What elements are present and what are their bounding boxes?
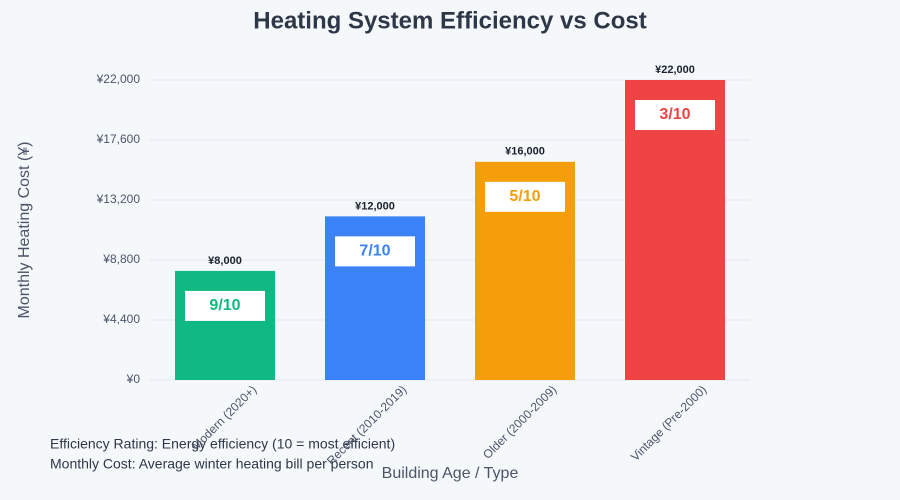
- y-tick-label: ¥17,600: [96, 132, 141, 146]
- y-tick-label: ¥22,000: [96, 72, 141, 86]
- bar: [175, 270, 275, 380]
- efficiency-badge: [185, 290, 265, 321]
- y-axis-title: Monthly Heating Cost (¥): [16, 142, 33, 319]
- efficiency-label: 7/10: [359, 243, 390, 260]
- efficiency-label: 3/10: [659, 106, 690, 123]
- x-axis-title: Building Age / Type: [382, 465, 519, 482]
- efficiency-label: 9/10: [209, 297, 240, 314]
- efficiency-label: 5/10: [509, 188, 540, 205]
- note: Monthly Cost: Average winter heating bil…: [50, 456, 373, 472]
- value-label: ¥8,000: [208, 255, 242, 267]
- y-tick-label: ¥0: [126, 372, 141, 386]
- chart-title: Heating System Efficiency vs Cost: [253, 7, 646, 34]
- value-label: ¥22,000: [655, 64, 695, 76]
- value-label: ¥12,000: [355, 200, 395, 212]
- efficiency-badge: [485, 181, 565, 212]
- value-label: ¥16,000: [505, 146, 545, 158]
- y-tick-label: ¥13,200: [96, 192, 141, 206]
- efficiency-badge: [335, 236, 415, 267]
- efficiency-badge: [635, 100, 715, 130]
- note: Efficiency Rating: Energy efficiency (10…: [50, 436, 395, 452]
- y-tick-label: ¥4,400: [102, 312, 140, 326]
- y-tick-label: ¥8,800: [102, 252, 140, 266]
